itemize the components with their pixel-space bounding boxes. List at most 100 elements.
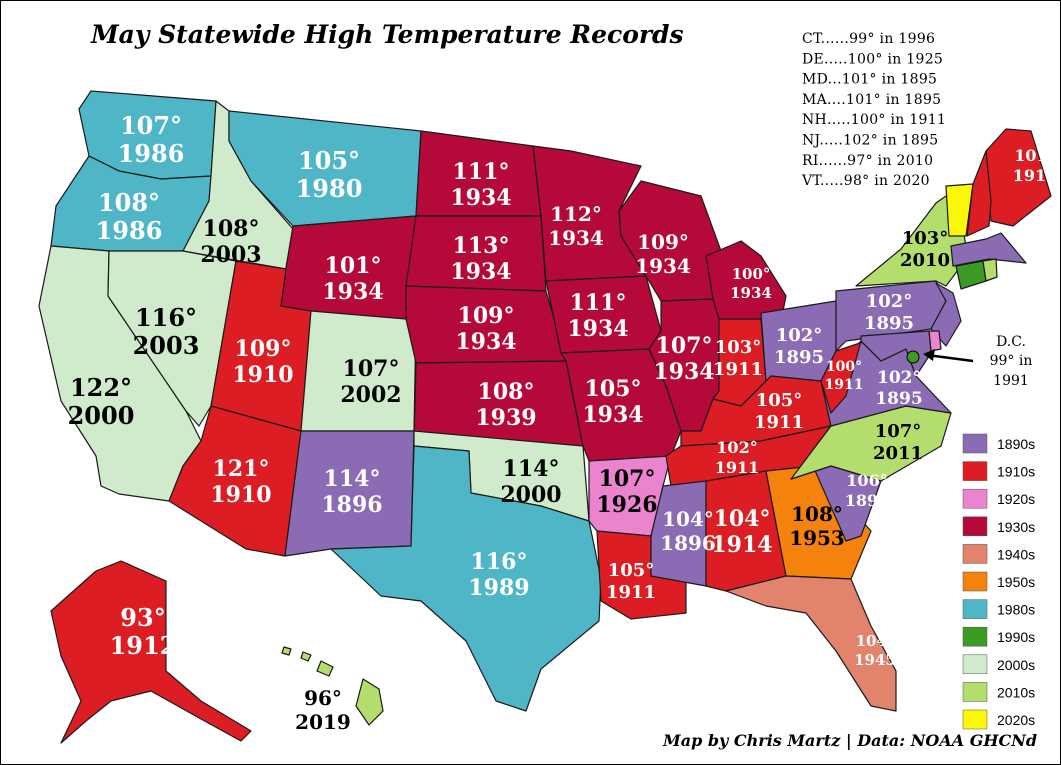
state-mn-year: 1934 [548,226,604,250]
state-co-temp: 107° [343,356,400,382]
map-title: May Statewide High Temperature Records [90,20,684,49]
state-nd-year: 1934 [450,185,511,211]
state-mt-year: 1980 [296,174,363,203]
state-ut-year: 1910 [232,362,293,388]
state-nc-year: 2011 [873,443,923,464]
decade-legend: 1890s 1910s 1920s 1930s 1940s 1950s 1980s 1990s… [962,433,1035,730]
legend-swatch [962,599,988,619]
map-credit: Map by Chris Martz | Data: NOAA GHCNd [662,731,1037,750]
state-nv [107,250,237,427]
state-wy-temp: 101° [325,253,382,279]
state-la-temp: 105° [608,560,655,581]
state-hi-year: 2019 [295,710,351,734]
legend-swatch [962,544,988,564]
state-ri [982,258,998,282]
state-oh-year: 1895 [774,347,824,368]
state-vt [945,183,974,237]
state-ar-year: 1926 [596,492,657,518]
state-in-temp: 103° [715,337,762,358]
dc-annotation: D.C. 99° in 1991 [906,334,1033,389]
northeast-note: NJ.....102° in 1895 [802,133,938,149]
state-me-year: 1911 [1013,166,1058,185]
dc-label-1: D.C. [996,334,1026,350]
state-ok-year: 2000 [500,482,561,508]
state-nv-year: 2003 [133,331,200,360]
state-sd-temp: 113° [453,233,510,259]
state-me-temp: 101° [1014,146,1055,165]
legend-swatch [962,571,988,592]
state-me [985,128,1052,227]
state-sc-temp: 106° [846,471,887,490]
state-hi [281,646,384,726]
state-ga-temp: 108° [791,502,843,526]
dc-arrow [926,353,974,363]
state-ia-year: 1934 [567,316,628,342]
state-ak-year: 1912 [110,631,177,660]
legend-label: 1990s [997,629,1035,645]
state-ca-temp: 122° [70,373,132,402]
legend-label: 1940s [997,546,1035,562]
state-wv-temp: 100° [826,359,862,375]
state-fl-temp: 104° [856,632,895,650]
state-sc-year: 1898 [845,491,890,510]
state-ar-temp: 107° [599,466,656,492]
legend-label: 2020s [997,712,1035,728]
state-al-temp: 104° [714,506,771,532]
legend-label: 2000s [997,657,1035,673]
northeast-note: DE.....100° in 1925 [802,51,943,67]
state-wi-temp: 109° [637,230,689,254]
state-va-temp: 102° [877,368,921,388]
northeast-note: NH.....100° in 1911 [802,112,946,128]
state-pa-year: 1895 [864,313,914,334]
state-ak-temp: 93° [120,603,165,632]
dc-label-3: 1991 [993,373,1029,389]
state-or-year: 1986 [96,216,163,245]
legend-swatch [962,488,988,509]
legend-swatch [962,682,988,702]
state-co [300,310,417,432]
state-or-temp: 108° [98,188,160,217]
state-wi-year: 1934 [635,254,691,278]
legend-label: 2010s [997,684,1035,700]
state-ne-year: 1934 [455,329,516,355]
state-ut-temp: 109° [235,336,292,362]
state-co-year: 2002 [340,382,401,408]
state-hi-temp: 96° [304,686,342,710]
state-nm-temp: 114° [324,466,381,492]
state-fl [725,575,897,712]
state-tn-year: 1911 [715,458,760,477]
northeast-note: VT.....98° in 2020 [801,173,930,189]
state-ct [955,260,987,290]
state-ok-temp: 114° [503,456,560,482]
legend-swatch [962,626,988,647]
state-wa-temp: 107° [120,111,182,140]
state-al-year: 1914 [711,532,772,558]
state-ky-temp: 105° [756,390,803,411]
dc-label-2: 99° in [990,353,1033,369]
legend-label: 1980s [997,602,1035,618]
state-oh-temp: 102° [776,325,823,346]
state-ne-temp: 109° [458,303,515,329]
state-ms-year: 1896 [660,531,716,555]
state-mi-year: 1934 [730,284,772,302]
state-ny-year: 2010 [900,250,950,271]
state-nj [930,282,962,347]
dc-marker [906,350,920,364]
state-mo-temp: 105° [585,376,642,402]
dc-arrowhead [923,349,935,361]
legend-label: 1930s [997,519,1035,535]
state-pa-temp: 102° [866,291,913,312]
state-ma [950,232,1027,267]
northeast-note: RI......97° in 2010 [802,153,933,169]
state-sd-year: 1934 [450,259,511,285]
state-wa-year: 1986 [118,139,185,168]
state-ks-year: 1939 [475,405,536,431]
state-ky-year: 1911 [754,412,804,433]
legend-label: 1950s [997,574,1035,590]
state-nh [966,150,992,237]
state-nd-temp: 111° [453,159,510,185]
northeast-note: CT......99° in 1996 [802,31,935,47]
legend-swatch [962,709,988,730]
state-nm-year: 1896 [321,492,382,518]
